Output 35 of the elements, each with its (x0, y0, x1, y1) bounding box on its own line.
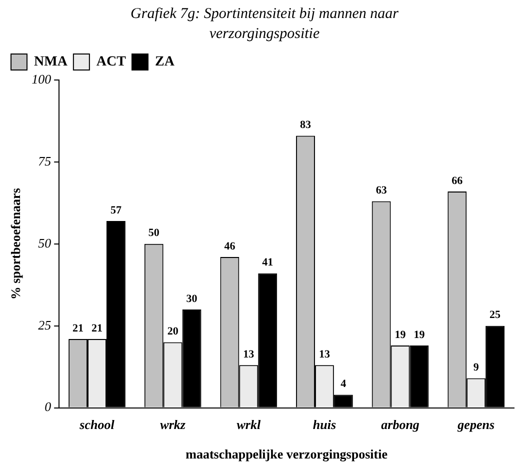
x-tick-label: huis (312, 416, 336, 432)
data-label: 13 (243, 348, 255, 361)
data-label: 19 (394, 328, 406, 341)
data-label: 66 (452, 174, 464, 187)
legend-label: ZA (154, 54, 176, 70)
data-label: 4 (340, 378, 347, 390)
x-axis-title: maatschappelijke verzorgingspositie (186, 446, 388, 462)
x-tick-label: wrkz (160, 416, 186, 432)
x-tick-label: school (78, 416, 115, 432)
data-label: 9 (473, 362, 480, 374)
y-tick-label: 25 (38, 317, 52, 332)
data-label: 30 (186, 292, 198, 305)
x-tick-label: wrkl (236, 416, 261, 432)
data-label: 41 (262, 256, 274, 269)
y-tick-label: 75 (38, 153, 52, 168)
x-tick-label: arbong (381, 416, 420, 432)
data-label: 21 (72, 322, 84, 334)
data-label: 13 (318, 348, 330, 361)
data-label: 19 (414, 328, 426, 341)
data-label: 83 (300, 119, 312, 132)
data-label: 57 (110, 204, 122, 216)
legend-label: ACT (96, 54, 127, 70)
data-label: 46 (224, 240, 236, 252)
data-label: 50 (148, 227, 160, 240)
legend-label: NMA (34, 54, 68, 70)
y-tick-label: 50 (38, 235, 52, 250)
data-label: 63 (376, 184, 388, 197)
chart-title: Grafiek 7g: Sportintensiteit bij mannen naar verzorgingspositie (130, 5, 400, 44)
y-axis-title: % sportbeoefenaars (8, 188, 24, 300)
data-label: 25 (490, 309, 502, 322)
x-tick-label: gepens (456, 416, 495, 432)
data-label: 21 (92, 322, 103, 334)
y-tick-label: 0 (44, 399, 52, 414)
y-tick-label: 100 (32, 71, 52, 86)
data-label: 20 (167, 326, 179, 338)
